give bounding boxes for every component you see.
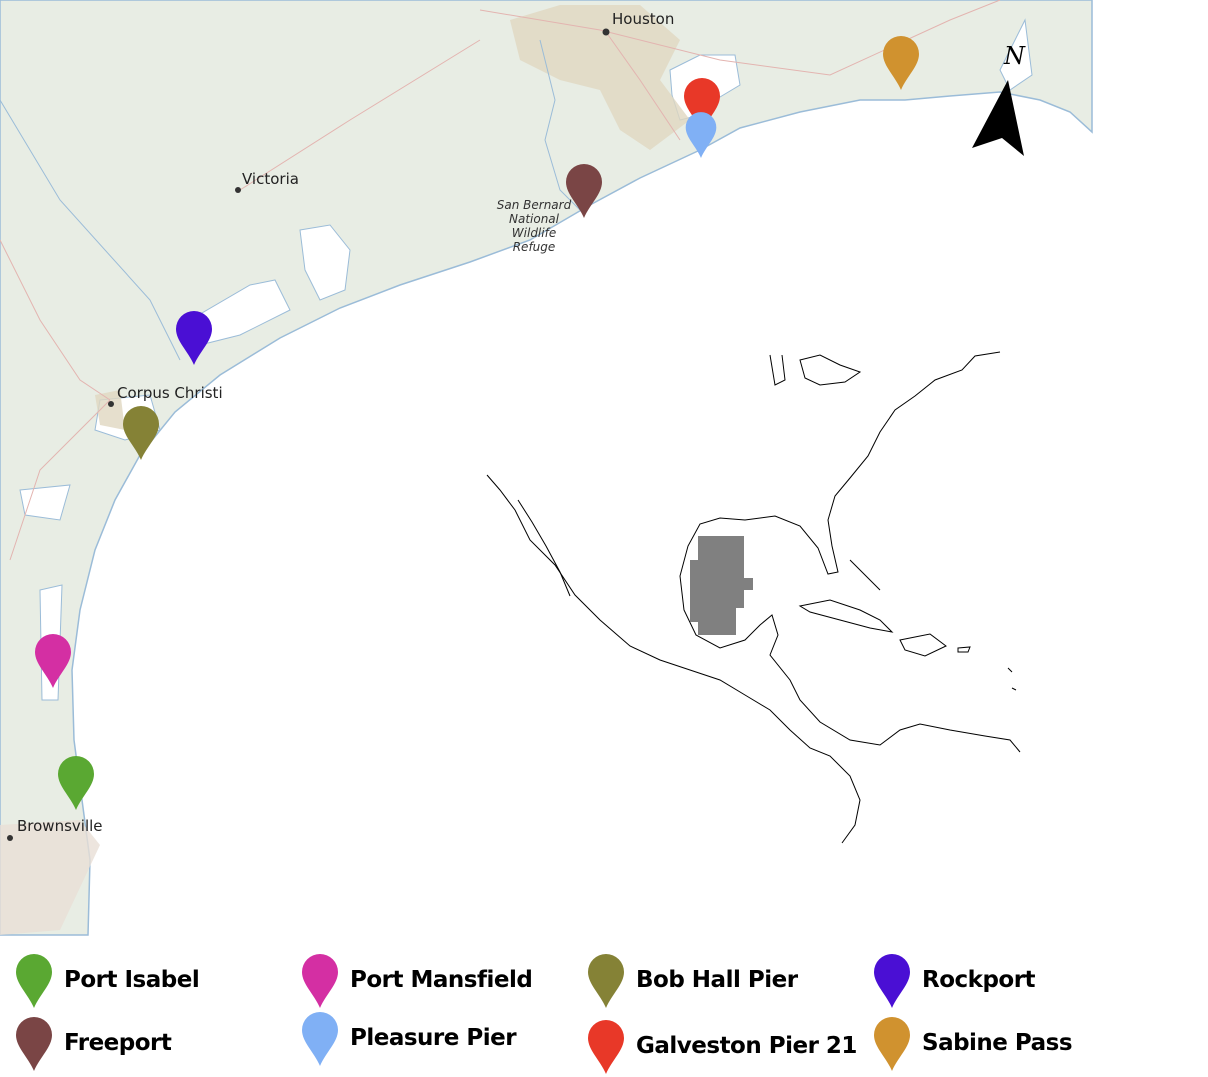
marker-icon (302, 954, 338, 1008)
rivers (0, 39, 586, 361)
marker-icon (874, 954, 910, 1008)
city-label-victoria: Victoria (242, 170, 299, 188)
marker-icon (588, 1020, 624, 1074)
svg-text:San Bernard: San Bernard (497, 198, 572, 212)
legend-item-bob-hall-pier: Bob Hall Pier (588, 950, 798, 1010)
main-map: Houston Victoria Corpus Christi Brownsvi… (0, 0, 1093, 936)
land (0, 0, 1093, 936)
legend-item-port-mansfield: Port Mansfield (302, 950, 533, 1010)
legend-label: Port Mansfield (350, 967, 533, 993)
legend-label: Rockport (922, 967, 1036, 993)
legend-item-rockport: Rockport (874, 950, 1036, 1010)
map-canvas: Houston Victoria Corpus Christi Brownsvi… (0, 0, 1093, 936)
svg-text:National: National (509, 212, 560, 226)
legend-label: Pleasure Pier (350, 1025, 517, 1051)
roads (0, 0, 1001, 561)
marker-icon (16, 954, 52, 1008)
legend-item-sabine-pass: Sabine Pass (874, 1013, 1073, 1073)
corpus-christi-dot (108, 401, 114, 407)
north-arrow-icon (972, 80, 1024, 156)
legend-item-freeport: Freeport (16, 1013, 172, 1073)
legend-label: Port Isabel (64, 967, 200, 993)
svg-text:Wildlife: Wildlife (512, 226, 556, 240)
city-label-corpus-christi: Corpus Christi (117, 384, 223, 402)
inset-map (486, 351, 1021, 844)
north-arrow: N (972, 42, 1026, 156)
refuge-label: San Bernard National Wildlife Refuge (497, 198, 572, 254)
marker-icon (588, 954, 624, 1008)
marker-icon (302, 1012, 338, 1066)
victoria-dot (235, 187, 241, 193)
legend-item-port-isabel: Port Isabel (16, 950, 200, 1010)
legend-label: Galveston Pier 21 (636, 1033, 857, 1059)
houston-dot (602, 28, 610, 36)
brownsville-dot (7, 835, 13, 841)
legend-label: Sabine Pass (922, 1030, 1073, 1056)
legend-item-pleasure-pier: Pleasure Pier (302, 1008, 517, 1068)
legend-item-galveston-pier-21: Galveston Pier 21 (588, 1016, 857, 1076)
city-label-brownsville: Brownsville (17, 817, 103, 835)
north-label: N (1003, 42, 1026, 70)
marker-icon (874, 1017, 910, 1071)
legend-label: Bob Hall Pier (636, 967, 798, 993)
inset-region-highlight (690, 536, 753, 635)
svg-text:Refuge: Refuge (513, 240, 556, 254)
marker-icon (16, 1017, 52, 1071)
city-label-houston: Houston (612, 10, 674, 28)
legend-label: Freeport (64, 1030, 172, 1056)
